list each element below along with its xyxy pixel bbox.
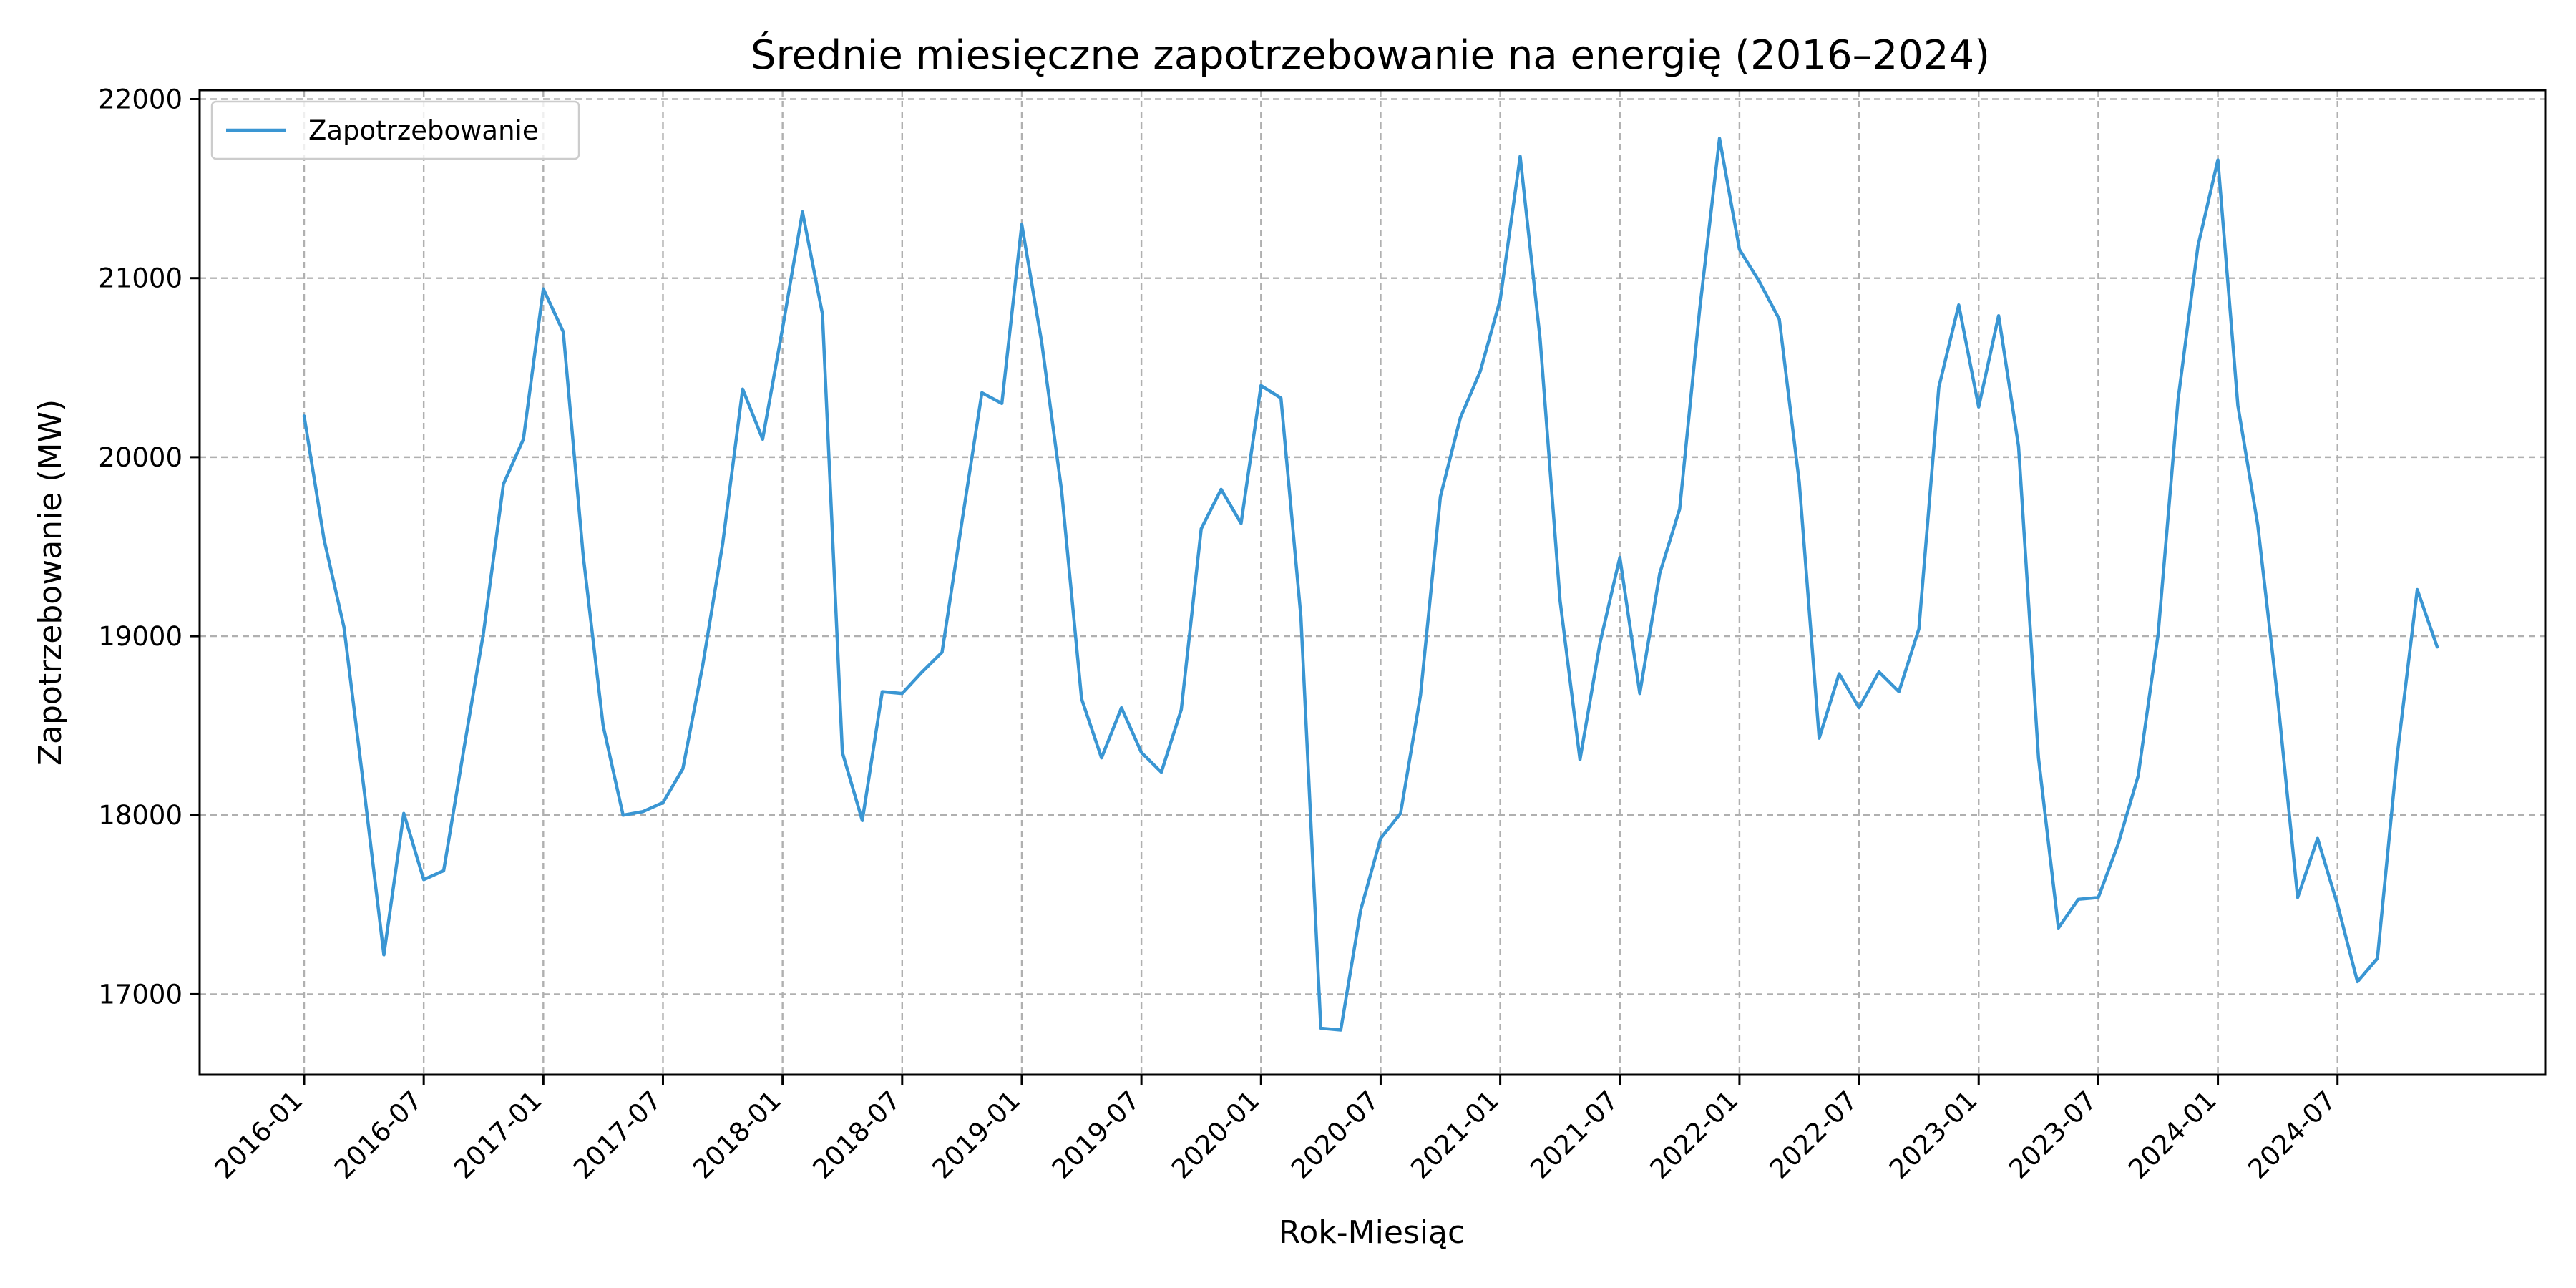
- x-tick-label: 2019-01: [927, 1085, 1027, 1185]
- x-tick-label: 2024-01: [2122, 1085, 2223, 1185]
- x-tick-label: 2023-07: [2003, 1085, 2103, 1185]
- grid-lines: [200, 90, 2545, 1075]
- x-axis-label: Rok-Miesiąc: [1279, 1214, 1465, 1251]
- y-tick-label: 21000: [98, 263, 182, 294]
- x-tick-label: 2018-07: [806, 1085, 907, 1185]
- legend: Zapotrzebowanie: [210, 100, 580, 160]
- x-tick-label: 2021-07: [1524, 1085, 1624, 1185]
- x-tick-label: 2016-01: [209, 1085, 309, 1185]
- x-tick-label: 2020-07: [1285, 1085, 1385, 1185]
- y-tick-label: 18000: [98, 800, 182, 831]
- x-tick-label: 2016-07: [328, 1085, 429, 1185]
- x-tick-label: 2019-07: [1046, 1085, 1146, 1185]
- x-tick-label: 2017-01: [448, 1085, 548, 1185]
- x-tick-label: 2024-07: [2242, 1085, 2342, 1185]
- y-axis-label: Zapotrzebowanie (MW): [32, 399, 69, 766]
- legend-label: Zapotrzebowanie: [308, 115, 539, 146]
- x-tick-label: 2023-01: [1883, 1085, 1984, 1185]
- x-tick-label: 2017-07: [567, 1085, 668, 1185]
- x-tick-label: 2020-01: [1166, 1085, 1266, 1185]
- series-layer: [302, 137, 2439, 1032]
- x-tick-label: 2022-01: [1644, 1085, 1745, 1185]
- plot-frame: [198, 89, 2547, 1076]
- y-tick-label: 19000: [98, 621, 182, 652]
- x-tick-label: 2018-01: [687, 1085, 787, 1185]
- series-line: [302, 137, 2439, 1032]
- y-axis: 17000 18000 19000 20000 21000 22000: [98, 84, 200, 1010]
- legend-box: [210, 100, 580, 160]
- chart-title: Średnie miesięczne zapotrzebowanie na en…: [751, 32, 1990, 79]
- y-tick-label: 22000: [98, 84, 182, 115]
- y-tick-label: 17000: [98, 979, 182, 1010]
- x-tick-label: 2022-07: [1764, 1085, 1864, 1185]
- x-axis: 2016-01 2016-07 2017-01 2017-07 2018-01 2018-…: [209, 1075, 2342, 1185]
- y-tick-label: 20000: [98, 442, 182, 473]
- x-tick-label: 2021-01: [1405, 1085, 1505, 1185]
